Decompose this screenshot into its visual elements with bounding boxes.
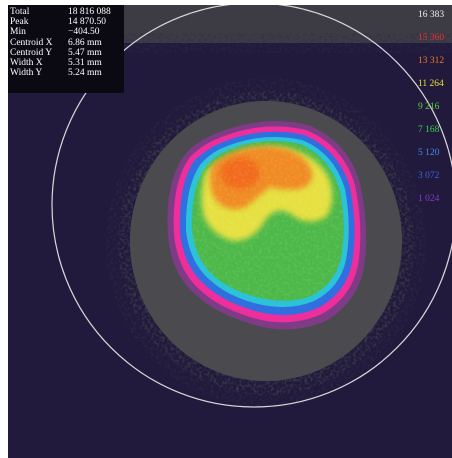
- scale-value: 1 024: [418, 194, 440, 204]
- stat-label: Centroid X: [10, 37, 53, 48]
- statistics-panel: Total 18 816 088 Peak 14 870.50 Min −404…: [8, 5, 124, 93]
- stat-label: Peak: [10, 17, 29, 28]
- scale-value: 5 120: [418, 148, 440, 158]
- stat-row-width-y: Width Y 5.24 mm: [10, 68, 122, 78]
- beam-texture: [191, 141, 344, 301]
- stat-value: 6.86 mm: [68, 37, 102, 48]
- scale-value: 9 216: [418, 102, 440, 112]
- stat-label: Width Y: [10, 68, 43, 79]
- beam-profile-view[interactable]: Total 18 816 088 Peak 14 870.50 Min −404…: [8, 5, 452, 458]
- scale-value: 11 264: [418, 79, 444, 89]
- aperture-circle: [51, 5, 452, 408]
- stat-label: Total: [10, 7, 30, 17]
- scale-value: 3 072: [418, 171, 440, 181]
- beam-intensity-map[interactable]: [8, 5, 452, 458]
- stat-value: 18 816 088: [68, 7, 111, 17]
- stat-value: 5.24 mm: [68, 68, 102, 79]
- stat-row-centroid-y: Centroid Y 5.47 mm: [10, 48, 122, 58]
- stat-row-width-x: Width X 5.31 mm: [10, 58, 122, 68]
- stat-value: 14 870.50: [68, 17, 106, 28]
- stat-row-total: Total 18 816 088: [10, 7, 122, 17]
- stat-row-centroid-x: Centroid X 6.86 mm: [10, 38, 122, 48]
- stat-value: 5.31 mm: [68, 58, 102, 69]
- scale-value: 16 383: [418, 10, 445, 20]
- stat-value: −404.50: [68, 27, 100, 38]
- stat-label: Min: [10, 27, 26, 38]
- scale-value: 15 360: [418, 33, 445, 43]
- stat-row-min: Min −404.50: [10, 27, 122, 37]
- stat-row-peak: Peak 14 870.50: [10, 17, 122, 27]
- stat-label: Centroid Y: [10, 47, 53, 58]
- scale-value: 7 168: [418, 125, 440, 135]
- stat-label: Width X: [10, 58, 43, 69]
- scale-value: 13 312: [418, 56, 445, 66]
- intensity-scale: 16 383 15 360 13 312 11 264 9 216 7 168 …: [410, 10, 452, 220]
- stat-value: 5.47 mm: [68, 47, 102, 58]
